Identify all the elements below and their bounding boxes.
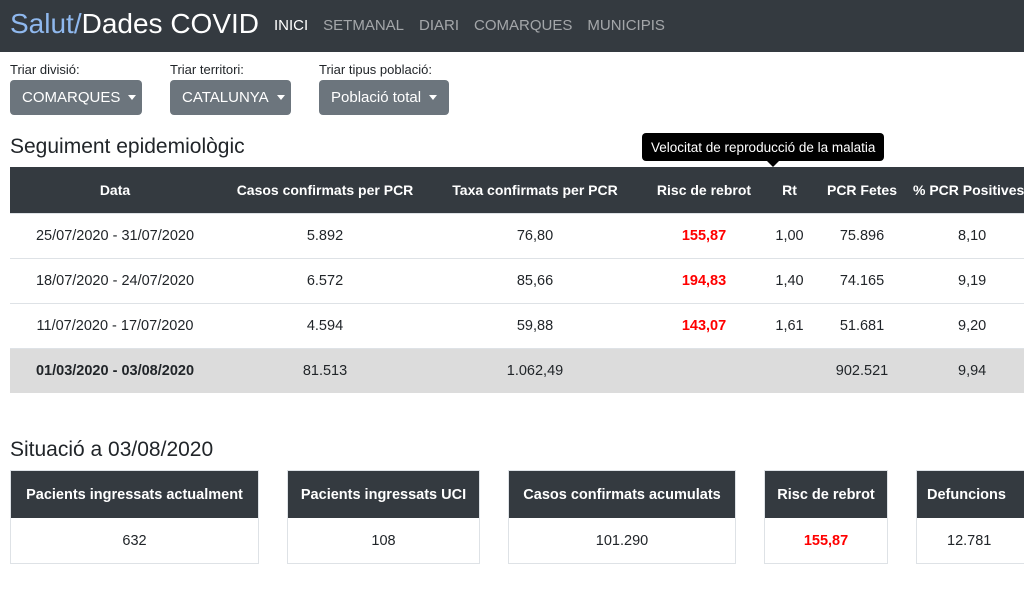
brand-part2: Dades COVID bbox=[81, 8, 260, 39]
cell-risc: 143,07 bbox=[640, 302, 768, 348]
table-header-row: Data Casos confirmats per PCR Taxa confi… bbox=[10, 167, 1024, 213]
cell-pcr-fetes: 75.896 bbox=[811, 212, 913, 258]
brand-logo[interactable]: Salut/Dades COVID bbox=[10, 7, 259, 41]
nav-municipis[interactable]: MUNICIPIS bbox=[587, 17, 665, 34]
cell-date: 18/07/2020 - 24/07/2020 bbox=[10, 257, 220, 303]
card-value: 632 bbox=[122, 532, 147, 549]
caret-down-icon bbox=[276, 95, 285, 100]
cell-pcr-fetes: 51.681 bbox=[811, 302, 913, 348]
cell-date: 11/07/2020 - 17/07/2020 bbox=[10, 302, 220, 348]
header-pcr-fetes[interactable]: PCR Fetes bbox=[811, 167, 913, 213]
rt-tooltip: Velocitat de reproducció de la malatia bbox=[642, 133, 885, 167]
card-header: Defuncions bbox=[917, 471, 1024, 518]
table-row: 18/07/2020 - 24/07/2020 6.572 85,66 194,… bbox=[10, 257, 1024, 303]
cell-casos: 4.594 bbox=[220, 302, 430, 348]
header-risc[interactable]: Risc de rebrot bbox=[640, 167, 768, 213]
card-casos-acumulats: Casos confirmats acumulats 101.290 bbox=[508, 470, 736, 564]
cell-casos: 5.892 bbox=[220, 212, 430, 258]
cell-taxa: 59,88 bbox=[430, 302, 640, 348]
cell-risc: 194,83 bbox=[640, 257, 768, 303]
cell-rt: 1,40 bbox=[768, 257, 811, 303]
card-header: Pacients ingressats actualment bbox=[11, 471, 258, 518]
cell-casos: 6.572 bbox=[220, 257, 430, 303]
population-label: Triar tipus població: bbox=[319, 62, 432, 77]
header-rt[interactable]: Rt bbox=[768, 167, 811, 213]
cell-taxa: 76,80 bbox=[430, 212, 640, 258]
territory-label: Triar territori: bbox=[170, 62, 244, 77]
cell-taxa: 85,66 bbox=[430, 257, 640, 303]
card-risc-rebrot: Risc de rebrot 155,87 bbox=[764, 470, 888, 564]
card-defuncions: Defuncions 12.781 bbox=[916, 470, 1024, 564]
main-nav: INICI SETMANAL DIARI COMARQUES MUNICIPIS bbox=[274, 17, 665, 35]
population-value: Població total bbox=[331, 89, 422, 106]
card-value: 155,87 bbox=[803, 532, 849, 549]
table-row: 25/07/2020 - 31/07/2020 5.892 76,80 155,… bbox=[10, 212, 1024, 258]
cell-pcr-positives: 9,19 bbox=[913, 257, 1024, 303]
cell-risc: 155,87 bbox=[640, 212, 768, 258]
card-header: Casos confirmats acumulats bbox=[509, 471, 735, 518]
brand-part1: Salut/ bbox=[10, 8, 82, 39]
total-pcr-fetes: 902.521 bbox=[811, 347, 913, 393]
total-pcr-positives: 9,94 bbox=[913, 347, 1024, 393]
total-risc bbox=[640, 347, 768, 393]
card-header: Pacients ingressats UCI bbox=[288, 471, 479, 518]
card-value: 108 bbox=[371, 532, 396, 549]
nav-comarques[interactable]: COMARQUES bbox=[474, 17, 573, 34]
header-casos[interactable]: Casos confirmats per PCR bbox=[220, 167, 430, 213]
table-total-row: 01/03/2020 - 03/08/2020 81.513 1.062,49 … bbox=[10, 347, 1024, 393]
total-rt bbox=[768, 347, 811, 393]
section-title-situacio: Situació a 03/08/2020 bbox=[10, 438, 214, 461]
cell-date: 25/07/2020 - 31/07/2020 bbox=[10, 212, 220, 258]
cell-pcr-fetes: 74.165 bbox=[811, 257, 913, 303]
caret-down-icon bbox=[429, 95, 438, 100]
division-dropdown[interactable]: COMARQUES bbox=[10, 80, 142, 115]
nav-diari[interactable]: DIARI bbox=[419, 17, 460, 34]
nav-setmanal[interactable]: SETMANAL bbox=[323, 17, 405, 34]
cell-rt: 1,00 bbox=[768, 212, 811, 258]
territory-value: CATALUNYA bbox=[182, 89, 269, 106]
total-taxa: 1.062,49 bbox=[430, 347, 640, 393]
header-taxa[interactable]: Taxa confirmats per PCR bbox=[430, 167, 640, 213]
section-title-seguiment: Seguiment epidemiològic bbox=[10, 135, 245, 158]
card-value: 12.781 bbox=[947, 532, 992, 549]
division-value: COMARQUES bbox=[22, 89, 121, 106]
territory-dropdown[interactable]: CATALUNYA bbox=[170, 80, 291, 115]
header-data[interactable]: Data bbox=[10, 167, 220, 213]
epidemiology-table: Data Casos confirmats per PCR Taxa confi… bbox=[10, 167, 1024, 393]
card-header: Risc de rebrot bbox=[765, 471, 887, 518]
cell-rt: 1,61 bbox=[768, 302, 811, 348]
card-ingressats: Pacients ingressats actualment 632 bbox=[10, 470, 259, 564]
total-date: 01/03/2020 - 03/08/2020 bbox=[10, 347, 220, 393]
nav-inici[interactable]: INICI bbox=[274, 17, 309, 34]
card-value: 101.290 bbox=[595, 532, 649, 549]
cell-pcr-positives: 9,20 bbox=[913, 302, 1024, 348]
cell-pcr-positives: 8,10 bbox=[913, 212, 1024, 258]
header-pcr-positives[interactable]: % PCR Positives bbox=[913, 167, 1024, 213]
navbar: Salut/Dades COVID INICI SETMANAL DIARI C… bbox=[0, 0, 1024, 52]
total-casos: 81.513 bbox=[220, 347, 430, 393]
card-uci: Pacients ingressats UCI 108 bbox=[287, 470, 480, 564]
population-dropdown[interactable]: Població total bbox=[319, 80, 449, 115]
table-row: 11/07/2020 - 17/07/2020 4.594 59,88 143,… bbox=[10, 302, 1024, 348]
division-label: Triar divisió: bbox=[10, 62, 80, 77]
caret-down-icon bbox=[128, 95, 137, 100]
